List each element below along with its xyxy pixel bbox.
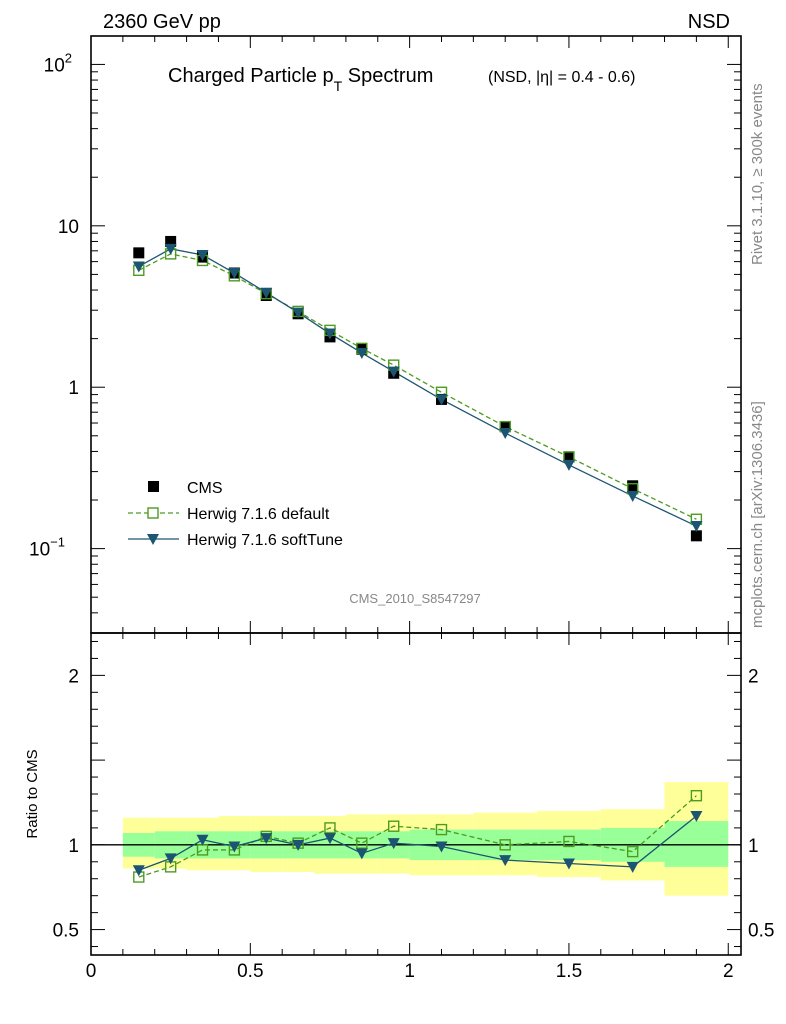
y-tick-label: 102 (44, 50, 72, 76)
main-series-point-2 (292, 307, 305, 319)
legend-label-default: Herwig 7.1.6 default (187, 506, 330, 523)
ratio-series-point-1 (260, 833, 273, 845)
axis-ticks (90, 36, 741, 955)
ratio-series-point-1 (292, 839, 305, 851)
x-tick-label: 1 (404, 961, 415, 982)
ratio-series-point-1 (387, 838, 400, 850)
legend-marker-cms (148, 481, 159, 492)
process-label: NSD (688, 11, 730, 33)
y-tick-label-base: 10 (58, 217, 79, 238)
rivet-label: Rivet 3.1.10, ≥ 300k events (749, 83, 766, 265)
main-series-point-2 (260, 287, 273, 299)
main-series-point-0 (563, 451, 575, 463)
main-series-point-0 (690, 530, 702, 542)
legend-marker-softtune (147, 534, 159, 545)
ratio-plot-frame (90, 632, 742, 956)
ratio-series-point-1 (355, 848, 368, 860)
ratio-y-tick-label-left: 0.5 (53, 921, 79, 942)
ratio-series-point-0 (690, 789, 703, 802)
legend: CMS Herwig 7.1.6 default Herwig 7.1.6 so… (128, 480, 343, 549)
ratio-y-tick-label-right: 1 (748, 836, 759, 857)
x-tick-label: 2 (723, 961, 734, 982)
main-series-point-2 (435, 394, 448, 406)
ratio-uncertainty-bands (91, 782, 741, 896)
ratio-y-tick-label-left: 1 (68, 836, 79, 857)
plot-title-main: Charged Particle p (168, 65, 334, 87)
y-tick-label-exponent: 2 (65, 50, 72, 65)
ratio-series-point-0 (356, 837, 368, 849)
main-series-point-2 (690, 521, 703, 533)
ratio-series-line-1 (138, 815, 697, 871)
y-tick-label: 10 (58, 217, 79, 238)
main-series-point-2 (228, 268, 241, 280)
y-tick-label: 1 (68, 378, 79, 399)
plot-title-subscript: T (334, 78, 343, 94)
series-markers (132, 235, 703, 883)
ratio-y-tick-label-right: 0.5 (748, 921, 774, 942)
ratio-series-point-1 (132, 865, 145, 877)
main-series-point-2 (164, 243, 177, 255)
ratio-series-point-1 (323, 833, 336, 845)
x-tick-label: 0 (86, 961, 97, 982)
y-tick-label: 10−1 (29, 535, 65, 561)
ratio-series-point-0 (499, 839, 511, 851)
ratio-series-point-1 (435, 841, 448, 853)
energy-label: 2360 GeV pp (103, 11, 221, 33)
ratio-y-axis-label: Ratio to CMS (24, 749, 41, 838)
main-series-point-0 (165, 235, 177, 247)
ratio-series-point-1 (626, 861, 639, 873)
y-tick-label-base: 10 (29, 540, 50, 561)
series-lines (138, 248, 697, 878)
ratio-series-point-1 (499, 855, 512, 867)
main-series-point-0 (133, 247, 145, 259)
legend-marker-default (147, 507, 159, 519)
ratio-y-tick-label-left: 2 (68, 666, 79, 687)
ratio-series-point-0 (435, 823, 448, 836)
ratio-series-point-1 (164, 853, 177, 865)
ratio-series-point-0 (626, 845, 639, 858)
main-series-point-2 (562, 459, 575, 471)
ratio-series-point-1 (196, 834, 209, 846)
source-label: mcplots.cern.ch [arXiv:1306.3436] (749, 401, 766, 628)
main-series-point-0 (499, 421, 511, 433)
y-tick-label-base: 1 (68, 378, 79, 399)
ratio-series-point-1 (690, 811, 703, 823)
legend-label-softtune: Herwig 7.1.6 softTune (187, 532, 343, 549)
plot-title-tail: Spectrum (342, 65, 433, 87)
main-series-point-2 (132, 261, 145, 273)
main-series-point-2 (355, 347, 368, 359)
ratio-series-point-1 (562, 858, 575, 870)
ratio-y-tick-label-right: 2 (748, 666, 759, 687)
main-series-point-2 (626, 490, 639, 502)
x-tick-label: 1.5 (556, 961, 582, 982)
legend-label-cms: CMS (187, 480, 223, 497)
analysis-id: CMS_2010_S8547297 (349, 591, 481, 606)
ratio-series-point-0 (324, 822, 336, 834)
ratio-series-point-0 (563, 835, 575, 848)
ratio-series-point-1 (228, 841, 241, 853)
main-series-point-2 (323, 328, 336, 340)
plot-title: Charged Particle pT Spectrum (168, 65, 433, 94)
main-series-point-2 (196, 249, 209, 261)
main-series-point-2 (387, 366, 400, 378)
plot-subtitle: (NSD, |η| = 0.4 - 0.6) (488, 69, 635, 86)
x-tick-label: 0.5 (237, 961, 263, 982)
y-tick-label-exponent: −1 (50, 535, 65, 550)
main-series-point-2 (499, 428, 512, 440)
y-tick-label-base: 10 (44, 55, 65, 76)
ratio-series-point-0 (387, 820, 400, 832)
inner-band-bin (664, 821, 729, 867)
main-series-point-0 (627, 480, 639, 492)
